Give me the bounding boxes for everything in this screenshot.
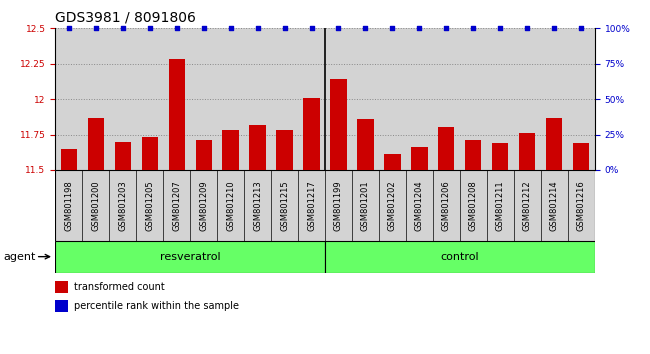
Text: GSM801214: GSM801214: [550, 181, 559, 231]
Bar: [55, 281, 68, 293]
Text: GSM801200: GSM801200: [91, 181, 100, 231]
Bar: [196, 140, 212, 170]
Bar: [492, 143, 508, 170]
Bar: [55, 170, 595, 241]
Text: GSM801208: GSM801208: [469, 181, 478, 231]
Point: [387, 25, 398, 31]
Text: control: control: [441, 252, 479, 262]
Bar: [55, 241, 325, 273]
Bar: [276, 130, 292, 170]
Point: [468, 25, 478, 31]
Point: [226, 25, 236, 31]
Point: [280, 25, 290, 31]
Point: [549, 25, 560, 31]
Point: [64, 25, 74, 31]
Bar: [60, 149, 77, 170]
Point: [441, 25, 452, 31]
Text: GSM801215: GSM801215: [280, 181, 289, 231]
Text: GSM801198: GSM801198: [64, 181, 73, 231]
Text: GSM801216: GSM801216: [577, 181, 586, 231]
Point: [90, 25, 101, 31]
Bar: [222, 130, 239, 170]
Text: GSM801217: GSM801217: [307, 181, 316, 231]
Point: [414, 25, 424, 31]
Bar: [304, 98, 320, 170]
Point: [360, 25, 370, 31]
Bar: [88, 118, 104, 170]
Bar: [250, 125, 266, 170]
Text: resveratrol: resveratrol: [160, 252, 220, 262]
Bar: [55, 170, 595, 241]
Text: GSM801204: GSM801204: [415, 181, 424, 231]
Point: [576, 25, 586, 31]
Point: [144, 25, 155, 31]
Text: GSM801207: GSM801207: [172, 181, 181, 231]
Point: [522, 25, 532, 31]
Text: GSM801211: GSM801211: [496, 181, 505, 231]
Point: [118, 25, 128, 31]
Bar: [358, 119, 374, 170]
Point: [198, 25, 209, 31]
Text: GSM801205: GSM801205: [145, 181, 154, 231]
Bar: [55, 300, 68, 312]
Bar: [114, 142, 131, 170]
Text: GDS3981 / 8091806: GDS3981 / 8091806: [55, 11, 196, 25]
Text: GSM801206: GSM801206: [442, 181, 451, 231]
Bar: [168, 59, 185, 170]
Bar: [438, 127, 454, 170]
Bar: [465, 140, 482, 170]
Bar: [384, 154, 400, 170]
Text: GSM801212: GSM801212: [523, 181, 532, 231]
Bar: [325, 241, 595, 273]
Bar: [411, 147, 428, 170]
Bar: [330, 79, 346, 170]
Point: [252, 25, 263, 31]
Text: percentile rank within the sample: percentile rank within the sample: [73, 301, 239, 311]
Bar: [573, 143, 590, 170]
Point: [333, 25, 344, 31]
Text: GSM801201: GSM801201: [361, 181, 370, 231]
Text: agent: agent: [3, 252, 36, 262]
Text: GSM801203: GSM801203: [118, 181, 127, 231]
Text: GSM801210: GSM801210: [226, 181, 235, 231]
Bar: [546, 118, 562, 170]
Point: [172, 25, 182, 31]
Point: [306, 25, 317, 31]
Text: GSM801209: GSM801209: [199, 181, 208, 231]
Text: GSM801213: GSM801213: [253, 181, 262, 231]
Text: transformed count: transformed count: [73, 282, 164, 292]
Text: GSM801199: GSM801199: [334, 181, 343, 231]
Bar: [519, 133, 536, 170]
Bar: [142, 137, 158, 170]
Text: GSM801202: GSM801202: [388, 181, 397, 231]
Point: [495, 25, 506, 31]
